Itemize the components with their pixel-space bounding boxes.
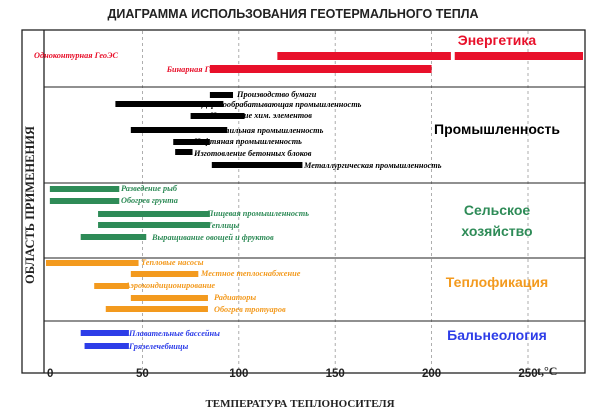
grid-lines bbox=[141, 31, 529, 372]
bar bbox=[115, 101, 224, 107]
bar-label: Бинарная ГеоЭС bbox=[166, 65, 229, 74]
bars-layer: Одноконтурная ГеоЭС Бинарная ГеоЭС Произво… bbox=[34, 51, 583, 351]
bar bbox=[49, 198, 120, 204]
x-tick-label: 250 bbox=[518, 368, 537, 380]
bar-label: Тепловые насосы bbox=[141, 258, 204, 267]
bar-label: Обогрев тротуаров bbox=[214, 305, 286, 314]
sector-label: Промышленность bbox=[434, 121, 560, 137]
sector-label: Теплофикация bbox=[446, 274, 548, 290]
bar-label: Местное теплоснабжение bbox=[200, 269, 301, 278]
bar bbox=[94, 283, 129, 289]
bar-label: Аэрокондиционирование bbox=[124, 281, 215, 290]
sector-label: Бальнеология bbox=[447, 327, 547, 343]
bar-label: Плавательные бассейны bbox=[128, 329, 220, 338]
bar bbox=[173, 139, 210, 145]
bar bbox=[277, 52, 451, 60]
sector-1: Одноконтурная ГеоЭС Бинарная ГеоЭС bbox=[34, 51, 583, 74]
sector-label: хозяйство bbox=[461, 223, 532, 239]
bar-label: Выращивание овощей и фруктов bbox=[151, 233, 274, 242]
sector-4: Тепловые насосы Местное теплоснабжение Аэр… bbox=[46, 258, 301, 314]
bar bbox=[130, 271, 199, 277]
bar-label: Теплицы bbox=[207, 221, 240, 230]
x-tick-label: 0 bbox=[47, 368, 53, 380]
bar bbox=[98, 222, 210, 228]
bar-label: Грязелечебницы bbox=[128, 342, 189, 351]
bar-label: Разведение рыб bbox=[121, 184, 178, 193]
bar-label: Деревообрабатывающая промышленность bbox=[201, 100, 362, 109]
bar bbox=[190, 113, 245, 119]
y-axis-label: ОБЛАСТЬ ПРИМЕНЕНИЯ bbox=[23, 126, 37, 284]
bar bbox=[105, 306, 208, 312]
chart-title: ДИАГРАММА ИСПОЛЬЗОВАНИЯ ГЕОТЕРМАЛЬНОГО Т… bbox=[108, 7, 479, 21]
bar bbox=[209, 92, 234, 98]
bar bbox=[46, 260, 139, 266]
bar bbox=[84, 343, 129, 349]
bar bbox=[211, 162, 303, 168]
x-axis-label: ТЕМПЕРАТУРА ТЕПЛОНОСИТЕЛЯ bbox=[205, 398, 394, 410]
sector-label: Энергетика bbox=[458, 32, 537, 48]
bar-label: Текстильная промышленность bbox=[207, 126, 324, 135]
bar-label: Радиаторы bbox=[214, 293, 256, 302]
bar bbox=[80, 234, 147, 240]
bar-label: Пищевая промышленность bbox=[206, 209, 309, 218]
bar bbox=[98, 211, 210, 217]
sector-separators bbox=[44, 86, 585, 322]
outer-border bbox=[21, 29, 586, 374]
bar bbox=[80, 330, 129, 336]
sector-5: Плавательные бассейны Грязелечебницы bbox=[80, 329, 220, 351]
x-unit-label: t,°C bbox=[537, 364, 557, 378]
bar bbox=[209, 65, 432, 73]
sector-2: Производство бумагиДеревообрабатывающая … bbox=[115, 90, 442, 170]
bar bbox=[130, 127, 228, 133]
bar-label: Одноконтурная ГеоЭС bbox=[34, 51, 118, 60]
bar-label: Металлургическая промышленность bbox=[303, 161, 442, 170]
x-tick-labels: 0 50 100 150 200 250 bbox=[47, 368, 538, 380]
bar-label: Обогрев грунта bbox=[121, 196, 178, 205]
x-tick-label: 50 bbox=[136, 368, 149, 380]
bar bbox=[130, 295, 208, 301]
bar-label: Нефтяная промышленность bbox=[193, 137, 302, 146]
bar bbox=[175, 149, 193, 155]
sector-label: Сельское bbox=[464, 202, 531, 218]
sector-labels: Энергетика Промышленность Сельское хозяйств… bbox=[434, 32, 560, 343]
bar bbox=[454, 52, 583, 60]
x-tick-label: 200 bbox=[422, 368, 441, 380]
sector-3: Разведение рыб Обогрев грунта Пищевая пром… bbox=[49, 184, 309, 242]
x-tick-label: 150 bbox=[326, 368, 345, 380]
bar-label: Изготовление бетонных блоков bbox=[193, 149, 312, 158]
bar-label: Производство бумаги bbox=[236, 90, 317, 99]
bar bbox=[49, 186, 120, 192]
x-tick-label: 100 bbox=[229, 368, 248, 380]
bar-label: Извлечение хим. элементов bbox=[209, 111, 312, 120]
